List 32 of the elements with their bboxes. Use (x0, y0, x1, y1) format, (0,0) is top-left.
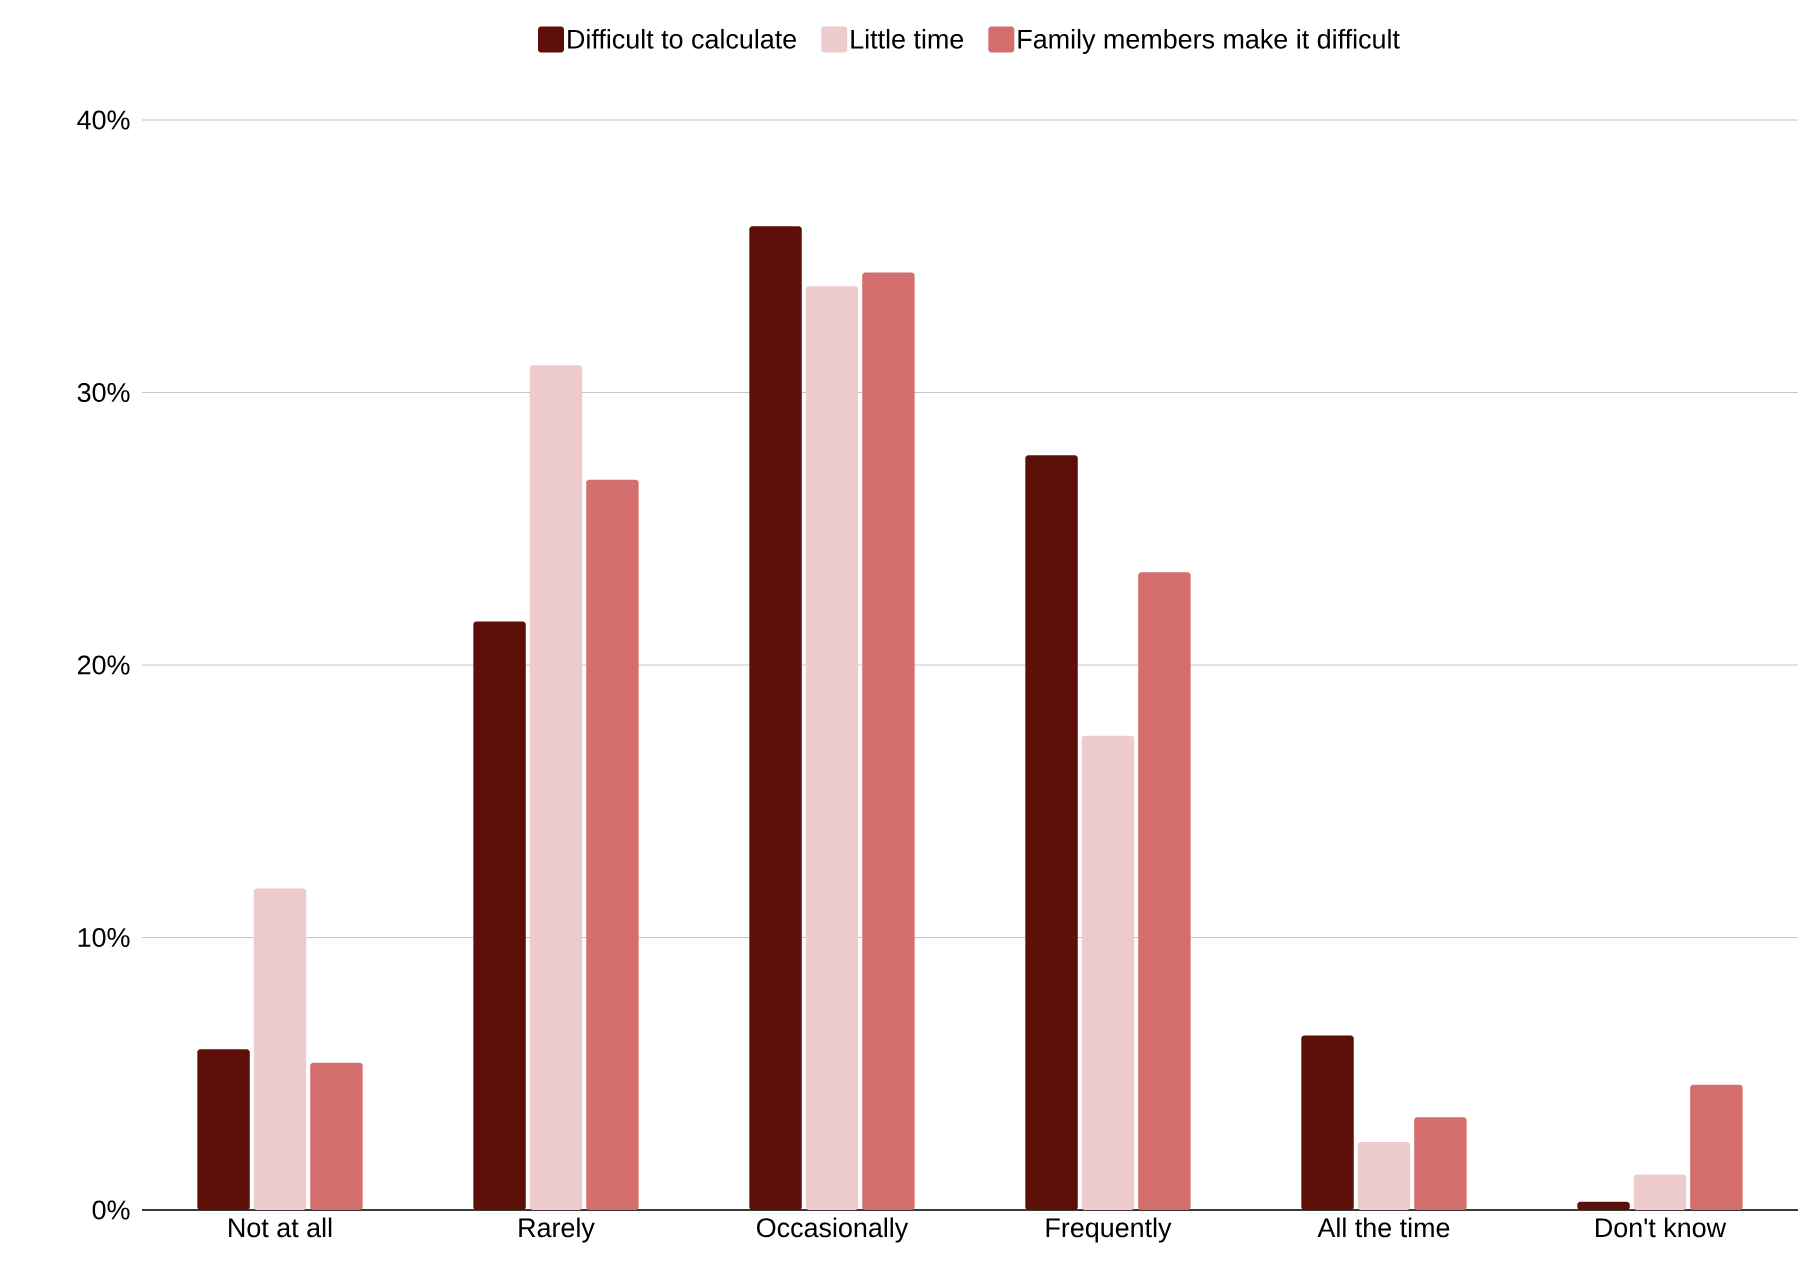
bar (862, 272, 915, 1210)
x-tick-label: All the time (1317, 1217, 1450, 1238)
bar (1414, 1117, 1467, 1210)
bar (1081, 735, 1135, 1210)
x-tick-label: Occasionally (757, 1217, 909, 1243)
bar (1577, 1201, 1630, 1210)
x-tick-label: Rarely (519, 1217, 595, 1243)
bar (749, 226, 802, 1210)
y-tick-label: 40% (77, 110, 130, 130)
y-tick-label: 10% (78, 927, 130, 948)
y-tick-label: 20% (78, 655, 130, 675)
bar (1357, 1141, 1411, 1210)
bar (310, 1062, 363, 1210)
bar (473, 621, 526, 1210)
legend-label: Family members make it difficult (1018, 28, 1400, 55)
bar (1025, 455, 1078, 1210)
bar (586, 479, 639, 1210)
bar (1301, 1035, 1354, 1210)
x-tick-label: Frequently (1046, 1217, 1172, 1243)
y-tick-label: 30% (77, 382, 130, 403)
x-tick-label: Not at all (229, 1217, 332, 1238)
bar (197, 1049, 250, 1210)
legend-label: Difficult to calculate (568, 28, 796, 49)
y-tick-label: 0% (92, 1200, 130, 1220)
bar (805, 286, 859, 1210)
bar (1138, 572, 1191, 1210)
legend-label: Little time (851, 28, 964, 49)
x-tick-label: Don't know (1596, 1217, 1727, 1238)
bar (529, 365, 583, 1210)
bar (253, 888, 307, 1210)
bar (1690, 1084, 1743, 1210)
bar (1633, 1174, 1687, 1210)
